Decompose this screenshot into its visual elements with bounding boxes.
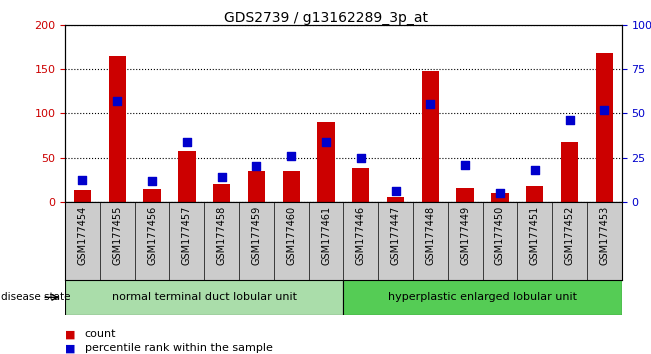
Bar bbox=[109, 56, 126, 202]
Bar bbox=[344, 280, 622, 315]
Text: GSM177447: GSM177447 bbox=[391, 206, 400, 265]
Bar bbox=[317, 122, 335, 202]
Point bbox=[286, 153, 296, 159]
Text: GSM177446: GSM177446 bbox=[356, 206, 366, 265]
Bar bbox=[456, 188, 474, 202]
Point bbox=[251, 164, 262, 169]
Bar bbox=[352, 168, 370, 202]
Bar bbox=[561, 142, 578, 202]
Point bbox=[321, 139, 331, 144]
Text: GSM177461: GSM177461 bbox=[321, 206, 331, 265]
Bar bbox=[422, 71, 439, 202]
Point bbox=[529, 167, 540, 173]
Text: GSM177460: GSM177460 bbox=[286, 206, 296, 265]
Text: disease state: disease state bbox=[1, 292, 70, 302]
Text: GSM177453: GSM177453 bbox=[600, 206, 609, 265]
Point bbox=[77, 177, 88, 183]
Text: percentile rank within the sample: percentile rank within the sample bbox=[85, 343, 273, 353]
Text: GSM177456: GSM177456 bbox=[147, 206, 157, 265]
Point bbox=[147, 178, 158, 183]
Text: GSM177454: GSM177454 bbox=[77, 206, 87, 265]
Text: GDS2739 / g13162289_3p_at: GDS2739 / g13162289_3p_at bbox=[223, 11, 428, 25]
Point bbox=[425, 102, 436, 107]
Bar bbox=[143, 188, 161, 202]
Text: normal terminal duct lobular unit: normal terminal duct lobular unit bbox=[112, 292, 297, 302]
Text: GSM177449: GSM177449 bbox=[460, 206, 470, 265]
Bar bbox=[178, 152, 195, 202]
Point bbox=[182, 139, 192, 144]
Point bbox=[599, 107, 609, 113]
Point bbox=[112, 98, 122, 104]
Text: GSM177452: GSM177452 bbox=[564, 206, 575, 265]
Bar bbox=[526, 186, 544, 202]
Point bbox=[460, 162, 471, 167]
Bar bbox=[387, 197, 404, 202]
Text: hyperplastic enlarged lobular unit: hyperplastic enlarged lobular unit bbox=[388, 292, 577, 302]
Text: ■: ■ bbox=[65, 343, 76, 353]
Point bbox=[355, 155, 366, 160]
Bar bbox=[283, 171, 300, 202]
Bar bbox=[492, 193, 508, 202]
Text: GSM177457: GSM177457 bbox=[182, 206, 192, 265]
Text: GSM177459: GSM177459 bbox=[251, 206, 262, 265]
Point bbox=[495, 190, 505, 196]
Point bbox=[216, 174, 227, 180]
Point bbox=[391, 188, 401, 194]
Text: GSM177458: GSM177458 bbox=[217, 206, 227, 265]
Bar bbox=[596, 53, 613, 202]
Text: GSM177451: GSM177451 bbox=[530, 206, 540, 265]
Text: count: count bbox=[85, 329, 116, 339]
Bar bbox=[65, 280, 344, 315]
Bar bbox=[74, 190, 91, 202]
Bar bbox=[213, 184, 230, 202]
Text: GSM177455: GSM177455 bbox=[112, 206, 122, 265]
Text: GSM177448: GSM177448 bbox=[425, 206, 436, 265]
Text: ■: ■ bbox=[65, 329, 76, 339]
Point bbox=[564, 118, 575, 123]
Bar bbox=[248, 171, 265, 202]
Text: GSM177450: GSM177450 bbox=[495, 206, 505, 265]
